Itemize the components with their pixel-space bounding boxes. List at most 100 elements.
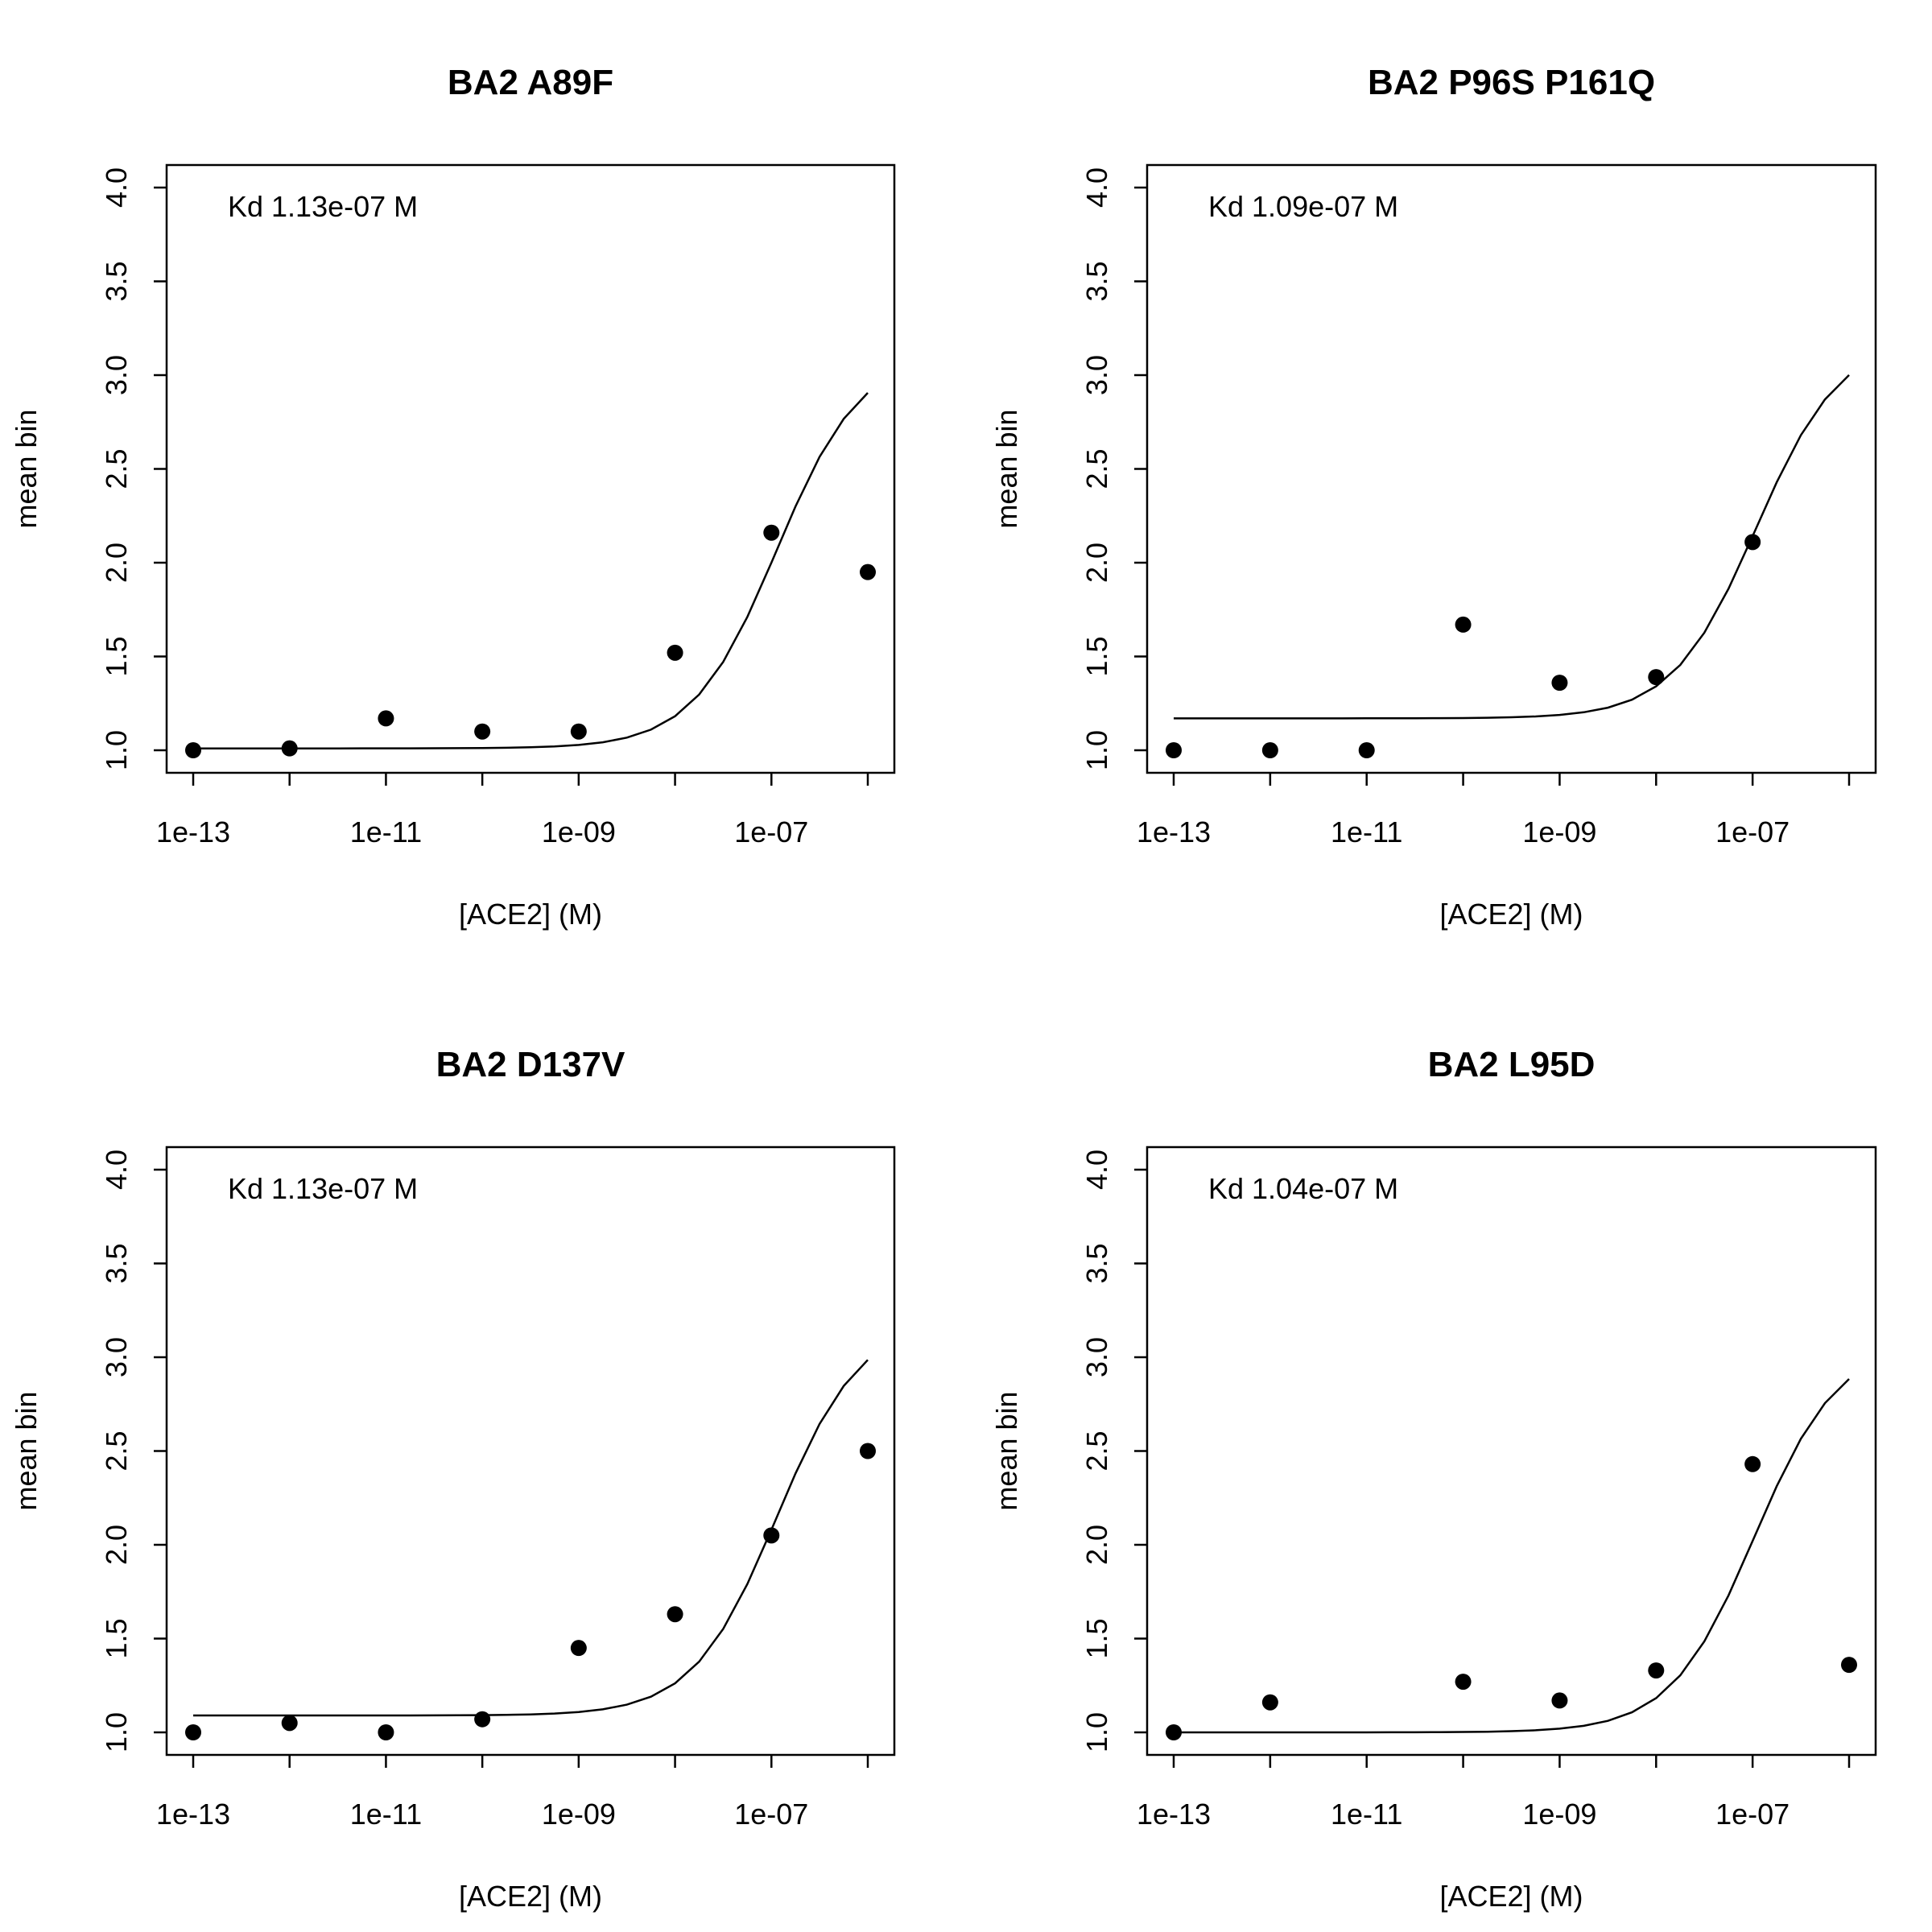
- x-tick-label: 1e-07: [1715, 1798, 1790, 1831]
- data-point: [1744, 1455, 1761, 1472]
- plot-frame: [165, 163, 896, 774]
- fit-curve: [193, 392, 869, 749]
- plot-frame: [1146, 163, 1877, 774]
- data-point: [1455, 1674, 1472, 1690]
- chart-title: BA2 P96S P161Q: [1368, 63, 1655, 102]
- data-point: [1744, 534, 1761, 551]
- x-tick-label: 1e-11: [1331, 815, 1402, 848]
- y-tick-label: 3.0: [100, 355, 133, 395]
- fit-curve: [193, 1359, 869, 1717]
- kd-annotation: Kd 1.13e-07 M: [228, 1172, 418, 1205]
- data-point: [570, 1640, 587, 1657]
- y-tick-label: 1.0: [1080, 730, 1113, 770]
- data-point: [1551, 1692, 1568, 1709]
- y-tick-label: 1.0: [100, 730, 133, 770]
- fit-curve: [1174, 374, 1850, 720]
- data-point: [281, 740, 298, 757]
- data-point: [378, 1724, 394, 1740]
- y-tick-label: 3.0: [1080, 355, 1113, 395]
- data-point: [860, 1443, 876, 1459]
- kd-annotation: Kd 1.04e-07 M: [1208, 1172, 1398, 1205]
- chart-title: BA2 A89F: [448, 63, 613, 102]
- data-point: [570, 723, 587, 740]
- y-tick-label: 3.5: [100, 261, 133, 301]
- y-tick-label: 1.5: [100, 636, 133, 676]
- data-point: [860, 564, 876, 580]
- data-point: [1166, 1724, 1182, 1740]
- y-tick-label: 4.0: [1080, 167, 1113, 208]
- y-axis-label: mean bin: [990, 1391, 1023, 1510]
- y-tick-label: 4.0: [100, 1150, 133, 1190]
- data-point: [1455, 616, 1472, 633]
- plot-frame: [165, 1146, 896, 1757]
- chart-panel-2: BA2 P96S P161Q [ACE2] (M) mean bin Kd 1.09e…: [990, 63, 1877, 931]
- y-axis-label: mean bin: [990, 409, 1023, 528]
- x-axis-label: [ACE2] (M): [1439, 898, 1583, 931]
- data-point: [1648, 1662, 1665, 1679]
- data-point: [1166, 742, 1182, 758]
- data-point: [1261, 1694, 1278, 1711]
- y-tick-label: 3.5: [100, 1243, 133, 1283]
- x-tick-label: 1e-13: [1137, 1798, 1211, 1831]
- x-tick-label: 1e-11: [350, 815, 422, 848]
- x-tick-label: 1e-09: [1522, 815, 1596, 848]
- x-axis-label: [ACE2] (M): [459, 898, 602, 931]
- y-tick-label: 2.5: [100, 448, 133, 489]
- y-tick-label: 1.0: [100, 1712, 133, 1752]
- data-point: [474, 1711, 491, 1728]
- y-tick-label: 3.0: [1080, 1337, 1113, 1377]
- x-tick-label: 1e-13: [156, 1798, 230, 1831]
- data-point: [1841, 1657, 1857, 1674]
- x-axis-label: [ACE2] (M): [1439, 1880, 1583, 1913]
- y-tick-label: 1.5: [1080, 1618, 1113, 1658]
- data-point: [1261, 742, 1278, 758]
- data-point: [763, 1527, 780, 1544]
- data-point: [667, 644, 683, 661]
- y-tick-label: 2.5: [1080, 448, 1113, 489]
- y-tick-label: 2.0: [100, 543, 133, 583]
- x-tick-label: 1e-09: [542, 1798, 616, 1831]
- kd-annotation: Kd 1.09e-07 M: [1208, 190, 1398, 223]
- x-tick-label: 1e-07: [734, 815, 808, 848]
- data-point: [1358, 742, 1375, 758]
- data-point: [378, 710, 394, 727]
- x-tick-label: 1e-11: [1331, 1798, 1402, 1831]
- data-point: [281, 1715, 298, 1732]
- y-tick-label: 2.5: [1080, 1430, 1113, 1471]
- y-tick-label: 3.5: [1080, 261, 1113, 301]
- data-point: [474, 723, 491, 740]
- y-tick-label: 4.0: [100, 167, 133, 208]
- chart-title: BA2 D137V: [436, 1045, 625, 1084]
- plot-frame: [1146, 1146, 1877, 1757]
- chart-panel-3: BA2 D137V [ACE2] (M) mean bin Kd 1.13e-07 M…: [10, 1045, 896, 1913]
- y-tick-label: 4.0: [1080, 1150, 1113, 1190]
- chart-title: BA2 L95D: [1428, 1045, 1596, 1084]
- x-tick-label: 1e-09: [542, 815, 616, 848]
- x-tick-label: 1e-07: [1715, 815, 1790, 848]
- y-tick-label: 1.0: [1080, 1712, 1113, 1752]
- y-tick-label: 3.5: [1080, 1243, 1113, 1283]
- data-point: [185, 1724, 201, 1740]
- y-tick-label: 1.5: [100, 1618, 133, 1658]
- y-tick-label: 2.0: [100, 1525, 133, 1565]
- x-tick-label: 1e-11: [350, 1798, 422, 1831]
- y-tick-label: 2.5: [100, 1430, 133, 1471]
- data-point: [1551, 675, 1568, 691]
- x-tick-label: 1e-13: [156, 815, 230, 848]
- kd-annotation: Kd 1.13e-07 M: [228, 190, 418, 223]
- data-point: [185, 742, 201, 758]
- x-tick-label: 1e-07: [734, 1798, 808, 1831]
- y-tick-label: 2.0: [1080, 543, 1113, 583]
- y-axis-label: mean bin: [10, 409, 43, 528]
- chart-panel-1: BA2 A89F [ACE2] (M) mean bin Kd 1.13e-07 M 1…: [10, 63, 896, 931]
- data-point: [667, 1606, 683, 1623]
- x-tick-label: 1e-13: [1137, 815, 1211, 848]
- y-tick-label: 2.0: [1080, 1525, 1113, 1565]
- chart-panel-4: BA2 L95D [ACE2] (M) mean bin Kd 1.04e-07 M 1…: [990, 1045, 1877, 1913]
- data-point: [763, 524, 780, 541]
- x-tick-label: 1e-09: [1522, 1798, 1596, 1831]
- x-axis-label: [ACE2] (M): [459, 1880, 602, 1913]
- y-tick-label: 3.0: [100, 1337, 133, 1377]
- fit-curve: [1174, 1378, 1850, 1734]
